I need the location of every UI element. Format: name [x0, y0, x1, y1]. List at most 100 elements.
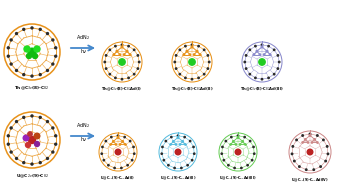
- Circle shape: [207, 68, 209, 69]
- Circle shape: [121, 44, 123, 46]
- Circle shape: [134, 74, 135, 75]
- Circle shape: [184, 136, 185, 138]
- Circle shape: [121, 46, 123, 48]
- Circle shape: [291, 153, 293, 155]
- Circle shape: [105, 140, 106, 142]
- Circle shape: [253, 146, 254, 148]
- Circle shape: [179, 74, 181, 75]
- Circle shape: [23, 28, 25, 30]
- Circle shape: [55, 135, 57, 137]
- Circle shape: [247, 165, 248, 166]
- Circle shape: [198, 45, 199, 47]
- Circle shape: [268, 45, 269, 47]
- Circle shape: [245, 55, 247, 56]
- Circle shape: [266, 50, 268, 52]
- Circle shape: [207, 55, 209, 56]
- Circle shape: [221, 153, 222, 154]
- Circle shape: [244, 61, 245, 63]
- Circle shape: [31, 75, 33, 77]
- Circle shape: [174, 167, 175, 169]
- Circle shape: [309, 133, 311, 135]
- Circle shape: [23, 135, 29, 141]
- Circle shape: [127, 165, 128, 166]
- Circle shape: [242, 141, 243, 142]
- Circle shape: [101, 153, 102, 154]
- Circle shape: [209, 61, 210, 63]
- Circle shape: [116, 50, 118, 52]
- Circle shape: [105, 68, 107, 69]
- Circle shape: [104, 61, 105, 63]
- Circle shape: [10, 63, 12, 65]
- Circle shape: [237, 137, 239, 138]
- Circle shape: [128, 77, 129, 79]
- Circle shape: [193, 54, 195, 55]
- Circle shape: [299, 166, 300, 167]
- Circle shape: [309, 135, 311, 136]
- Circle shape: [302, 142, 303, 143]
- Circle shape: [231, 136, 232, 138]
- Circle shape: [186, 50, 188, 52]
- Circle shape: [115, 45, 116, 47]
- Circle shape: [23, 116, 25, 118]
- Circle shape: [39, 28, 41, 30]
- Circle shape: [191, 46, 193, 48]
- Text: Th@C$_{3v}$(8)-C$_{82}$Ad(III): Th@C$_{3v}$(8)-C$_{82}$Ad(III): [240, 86, 284, 93]
- Circle shape: [103, 160, 105, 161]
- Circle shape: [268, 77, 269, 79]
- Circle shape: [177, 137, 179, 138]
- Circle shape: [174, 61, 176, 63]
- Text: U@C$_{2v}$(9)-C$_{82}$Ad(III): U@C$_{2v}$(9)-C$_{82}$Ad(III): [219, 175, 257, 182]
- Circle shape: [252, 160, 253, 161]
- Circle shape: [165, 140, 167, 142]
- Circle shape: [196, 50, 198, 52]
- Circle shape: [254, 153, 255, 154]
- Text: AdN$_2$: AdN$_2$: [76, 121, 90, 130]
- Circle shape: [230, 144, 231, 145]
- Circle shape: [16, 70, 17, 71]
- Circle shape: [52, 39, 54, 41]
- Circle shape: [162, 146, 163, 148]
- Circle shape: [234, 167, 235, 169]
- Circle shape: [128, 45, 129, 47]
- Circle shape: [259, 59, 265, 65]
- Circle shape: [131, 160, 133, 161]
- Circle shape: [191, 44, 193, 46]
- Circle shape: [292, 146, 294, 147]
- Circle shape: [125, 144, 126, 145]
- Circle shape: [179, 144, 181, 145]
- Circle shape: [123, 54, 125, 55]
- Circle shape: [261, 46, 263, 48]
- Circle shape: [176, 55, 177, 56]
- Circle shape: [317, 135, 318, 136]
- Circle shape: [126, 50, 128, 52]
- Circle shape: [235, 144, 237, 145]
- Circle shape: [16, 33, 17, 35]
- Circle shape: [29, 136, 35, 143]
- Circle shape: [273, 49, 275, 50]
- Circle shape: [183, 54, 185, 55]
- Circle shape: [52, 63, 54, 65]
- Circle shape: [185, 45, 186, 47]
- Circle shape: [115, 77, 116, 79]
- Circle shape: [119, 54, 121, 55]
- Circle shape: [191, 160, 193, 161]
- Circle shape: [46, 157, 49, 160]
- Circle shape: [163, 160, 164, 161]
- Circle shape: [249, 49, 251, 50]
- Circle shape: [161, 153, 163, 154]
- Circle shape: [296, 139, 297, 141]
- Circle shape: [264, 54, 265, 55]
- Circle shape: [182, 141, 184, 142]
- Circle shape: [110, 144, 111, 145]
- Text: Th@C$_{3v}$(8)-C$_{82}$Ad(II): Th@C$_{3v}$(8)-C$_{82}$Ad(II): [171, 86, 213, 93]
- Circle shape: [223, 160, 224, 161]
- Circle shape: [55, 47, 57, 49]
- Circle shape: [203, 74, 205, 75]
- Text: Th@C$_{3v}$(8)-C$_{82}$: Th@C$_{3v}$(8)-C$_{82}$: [14, 85, 50, 92]
- Circle shape: [327, 146, 328, 147]
- Circle shape: [327, 153, 329, 155]
- Circle shape: [52, 127, 54, 129]
- Circle shape: [304, 139, 306, 140]
- Circle shape: [189, 140, 191, 142]
- Circle shape: [181, 167, 182, 169]
